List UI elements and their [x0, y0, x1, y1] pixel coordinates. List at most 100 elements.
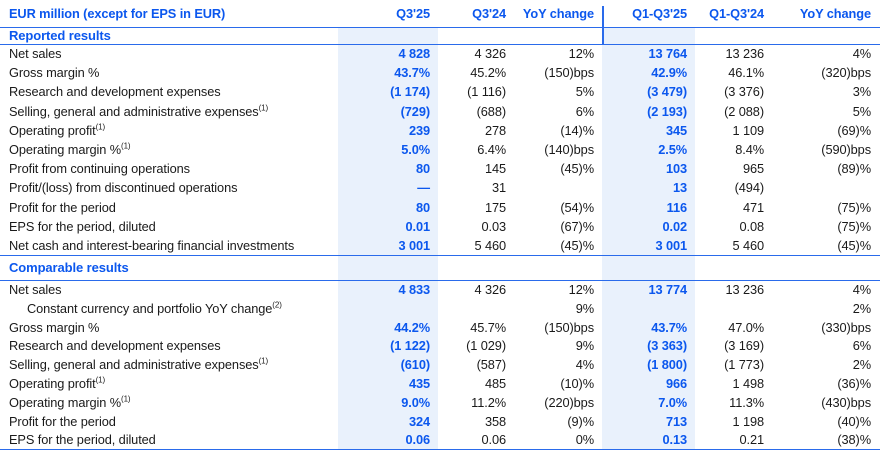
value-cell: 6% — [852, 338, 871, 354]
section-title: Reported results — [0, 27, 338, 45]
value-cell: 80 — [338, 197, 438, 217]
value-cell: 3 001 — [338, 235, 438, 256]
row-label: Profit for the period — [9, 413, 116, 429]
column-header-q3-24: Q3'24 — [438, 0, 514, 28]
value-cell: (89)% — [837, 161, 871, 177]
header-group-divider — [602, 6, 604, 44]
footnote-marker: (2) — [272, 300, 282, 310]
table-row: Research and development expenses (1 174)… — [0, 82, 880, 102]
value-cell — [338, 298, 438, 318]
footnote-marker: (1) — [121, 141, 131, 151]
value-cell: (1 122) — [338, 336, 438, 356]
section-header-cell — [695, 254, 772, 281]
value-cell: 42.9% — [602, 63, 695, 83]
section-header-cell — [338, 27, 438, 45]
value-cell: 45.2% — [470, 65, 506, 81]
value-cell: 6% — [575, 103, 594, 119]
value-cell: 0.13 — [602, 430, 695, 450]
row-label: Operating profit(1) — [9, 122, 106, 138]
value-cell: (9)% — [567, 413, 594, 429]
value-cell: (38)% — [772, 430, 880, 450]
value-cell: (69)% — [837, 122, 871, 138]
table-row: Research and development expenses (1 122)… — [0, 336, 880, 356]
table-row: Selling, general and administrative expe… — [0, 101, 880, 121]
table-row: Gross margin % 43.7% 45.2% (150)bps 42.9% 46.… — [0, 63, 880, 83]
row-label: Constant currency and portfolio YoY chan… — [27, 300, 282, 316]
column-header-q1-q3-24: Q1-Q3'24 — [695, 0, 772, 28]
value-cell: 43.7% — [602, 317, 695, 337]
section-header-cell — [772, 27, 880, 45]
row-label: Gross margin % — [9, 65, 100, 81]
value-cell: 116 — [602, 197, 695, 217]
value-cell: 9% — [575, 338, 594, 354]
value-cell: 145 — [484, 161, 506, 177]
value-cell — [514, 178, 602, 197]
table-row: Constant currency and portfolio YoY chan… — [0, 298, 880, 318]
value-cell: 9.0% — [338, 392, 438, 412]
value-cell: (150)bps — [544, 65, 594, 81]
value-cell: 11.2% — [471, 394, 506, 410]
value-cell: (14)% — [560, 122, 594, 138]
row-label: Operating profit(1) — [9, 375, 106, 391]
value-cell: 358 — [484, 413, 506, 429]
value-cell: 1 109 — [732, 122, 764, 138]
value-cell: (590)bps — [821, 142, 871, 158]
section-header-cell — [438, 27, 514, 45]
section-header-cell — [514, 27, 602, 45]
value-cell: 0.06 — [438, 430, 514, 450]
value-cell: 435 — [338, 374, 438, 393]
row-label: Selling, general and administrative expe… — [9, 103, 269, 119]
value-cell: 9% — [575, 300, 594, 316]
row-label: Research and development expenses — [9, 338, 221, 354]
value-cell: (330)bps — [821, 319, 871, 335]
value-cell: (45)% — [560, 161, 594, 177]
table-row: Operating margin %(1) 5.0% 6.4% (140)bps 2.5… — [0, 139, 880, 160]
value-cell: 471 — [742, 199, 764, 215]
row-label: EPS for the period, diluted — [9, 218, 156, 234]
value-cell: 713 — [602, 411, 695, 431]
value-cell: 45.7% — [470, 319, 506, 335]
section-header-cell — [338, 254, 438, 281]
value-cell: (45)% — [837, 237, 871, 253]
value-cell: 0% — [514, 430, 602, 450]
value-cell: 965 — [742, 161, 764, 177]
section-title: Comparable results — [0, 254, 338, 281]
value-cell: (75)% — [837, 218, 871, 234]
value-cell: 966 — [602, 374, 695, 393]
value-cell: 13 236 — [725, 282, 764, 298]
row-label: Profit from continuing operations — [9, 161, 190, 177]
value-cell: (40)% — [837, 413, 871, 429]
value-cell: (3 376) — [724, 84, 764, 100]
value-cell: (36)% — [837, 375, 871, 391]
value-cell: 5% — [852, 103, 871, 119]
value-cell: 47.0% — [728, 319, 764, 335]
value-cell: (3 363) — [602, 336, 695, 356]
row-label: Profit/(loss) from discontinued operatio… — [9, 180, 238, 196]
value-cell: 0.02 — [602, 216, 695, 236]
value-cell: 345 — [602, 120, 695, 140]
value-cell: 11.3% — [729, 394, 764, 410]
value-cell — [438, 299, 514, 318]
value-cell: (688) — [476, 103, 506, 119]
value-cell: 46.1% — [728, 65, 764, 81]
value-cell: 5 460 — [474, 237, 506, 253]
value-cell: 44.2% — [338, 317, 438, 337]
value-cell: 8.4% — [735, 142, 764, 158]
table-row: Profit for the period 80 175 (54)% 116 471 (75… — [0, 197, 880, 217]
section-header-cell — [602, 254, 695, 281]
value-cell: 2% — [852, 300, 871, 316]
footnote-marker: (1) — [95, 122, 106, 132]
table-body: Reported results Net sales 4 828 4 326 12% 13… — [0, 27, 880, 450]
table-row: Net cash and interest-bearing financial … — [0, 235, 880, 256]
table-row: EPS for the period, diluted 0.01 0.03 (67)%… — [0, 216, 880, 236]
header-row: EUR million (except for EPS in EUR) Q3'2… — [0, 0, 880, 28]
section-header-cell — [772, 254, 880, 281]
value-cell: (1 800) — [602, 355, 695, 375]
value-cell: 31 — [491, 180, 506, 196]
value-cell: 4% — [852, 282, 871, 298]
value-cell: (1 174) — [338, 82, 438, 102]
table-row: Operating profit(1) 435 485 (10)% 966 1 498 (3… — [0, 374, 880, 393]
value-cell: 12% — [568, 282, 594, 298]
value-cell: (2 193) — [602, 101, 695, 121]
